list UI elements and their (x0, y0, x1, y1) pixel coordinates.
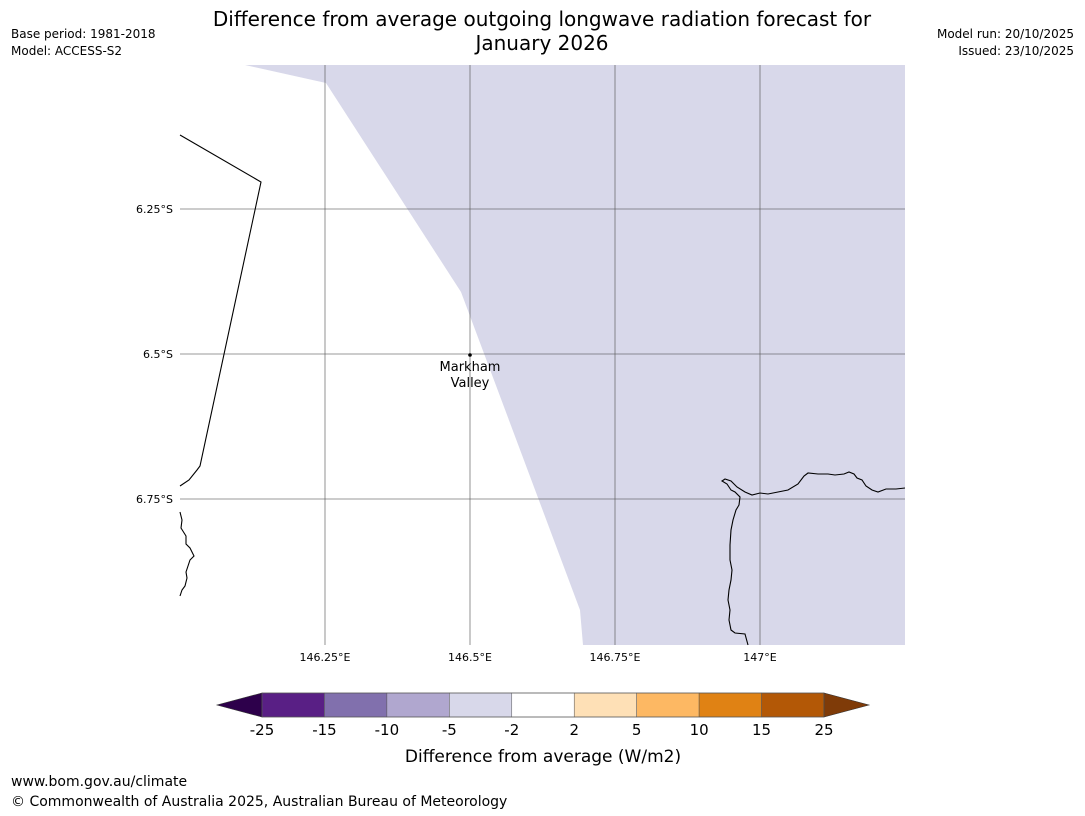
colorbar-tick-label: -5 (442, 721, 457, 739)
colorbar-segment (261, 692, 325, 718)
boundaries (179, 134, 906, 646)
graticule (180, 65, 905, 645)
colorbar-segment (636, 692, 700, 718)
colorbar-tick-label: -2 (504, 721, 519, 739)
place-label-line-2: Valley (451, 376, 490, 391)
coastline-east (720, 471, 906, 646)
colorbar: -25 -15 -10 -5 -2 2 5 10 15 25 Difference from av… (215, 692, 871, 767)
map-title: Difference from average outgoing longwav… (192, 7, 892, 55)
colorbar-under-arrow (215, 692, 263, 718)
footer-url: www.bom.gov.au/climate (11, 774, 188, 790)
lon-label-146-25: 146.25°E (300, 651, 351, 664)
colorbar-tick-label: -10 (375, 721, 400, 739)
colorbar-segment (698, 692, 762, 718)
colorbar-tick-label: 25 (814, 721, 833, 739)
colorbar-segment (386, 692, 450, 718)
colorbar-tick-label: -25 (250, 721, 275, 739)
metadata-right: Model run: 20/10/2025 Issued: 23/10/2025 (937, 26, 1074, 60)
map-area: Markham Valley 146.25°E 146.5°E 146.75°E… (136, 65, 906, 664)
model-text: Model: ACCESS-S2 (11, 44, 123, 58)
colorbar-label: Difference from average (W/m2) (405, 747, 681, 767)
model-run-text: Model run: 20/10/2025 (936, 27, 1074, 41)
title-line-1: Difference from average outgoing longwav… (212, 7, 872, 31)
lon-label-147: 147°E (743, 651, 776, 664)
lat-label-6-5: 6.5°S (143, 348, 173, 361)
colorbar-tick-label: 2 (569, 721, 579, 739)
colorbar-tick-label: -15 (312, 721, 337, 739)
colorbar-tick-label: 15 (752, 721, 771, 739)
colorbar-frame (261, 692, 825, 718)
metadata-left: Base period: 1981-2018 Model: ACCESS-S2 (11, 26, 156, 60)
axis-labels: 146.25°E 146.5°E 146.75°E 147°E 6.25°S 6… (136, 203, 777, 664)
footer-copyright: © Commonwealth of Australia 2025, Austra… (11, 794, 508, 810)
issued-text: Issued: 23/10/2025 (958, 44, 1074, 58)
base-period-text: Base period: 1981-2018 (11, 27, 156, 41)
colorbar-over-arrow (823, 692, 871, 718)
border-line (179, 134, 262, 487)
colorbar-tick-label: 5 (632, 721, 642, 739)
lon-label-146-5: 146.5°E (448, 651, 492, 664)
lat-label-6-75: 6.75°S (136, 493, 173, 506)
colorbar-segment (449, 692, 513, 718)
colorbar-tick-label: 10 (690, 721, 709, 739)
lon-label-146-75: 146.75°E (590, 651, 641, 664)
colorbar-segment (324, 692, 388, 718)
coastline-west (179, 511, 195, 597)
place-marker: Markham Valley (440, 353, 501, 391)
place-dot (468, 353, 472, 357)
title-line-2: January 2026 (475, 31, 609, 55)
colorbar-segments (261, 692, 825, 718)
colorbar-segment (573, 692, 637, 718)
colorbar-segment (511, 692, 575, 718)
lat-label-6-25: 6.25°S (136, 203, 173, 216)
colorbar-segment (761, 692, 825, 718)
place-label-line-1: Markham (440, 360, 501, 375)
colorbar-tick-labels: -25 -15 -10 -5 -2 2 5 10 15 25 (250, 721, 834, 739)
